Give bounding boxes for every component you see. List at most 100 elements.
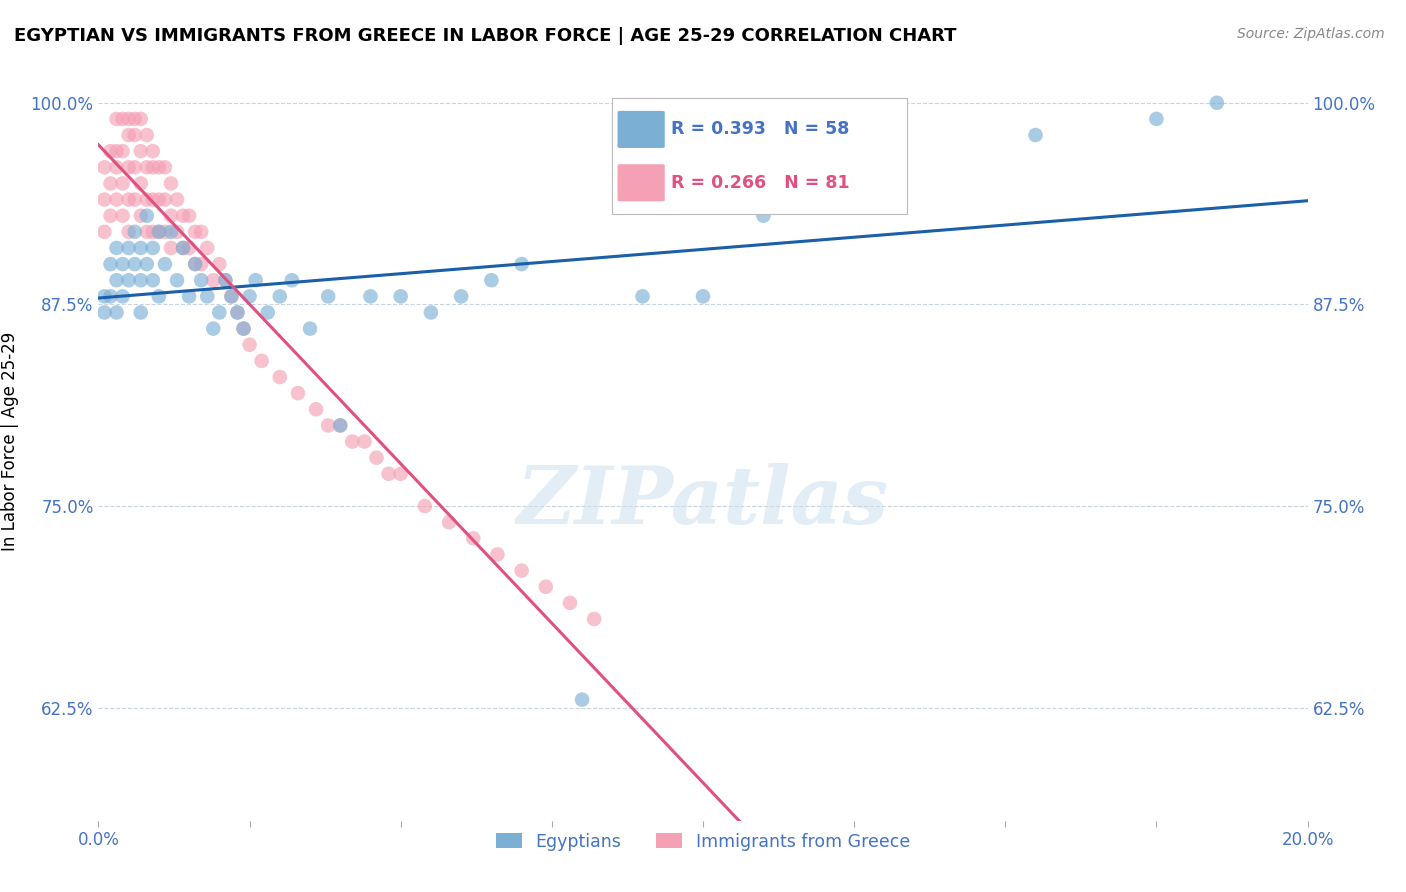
Point [329, 418, 352, 433]
Point [184, 225, 207, 239]
Point [135, 161, 157, 175]
Text: R = 0.266   N = 81: R = 0.266 N = 81 [671, 174, 849, 192]
Point [692, 289, 714, 303]
Point [118, 241, 141, 255]
Point [135, 193, 157, 207]
Point [305, 402, 328, 417]
Point [105, 273, 128, 287]
Point [100, 289, 122, 303]
Point [129, 177, 152, 191]
Point [153, 225, 176, 239]
Point [184, 257, 207, 271]
Point [269, 289, 291, 303]
Point [583, 612, 606, 626]
Point [124, 193, 146, 207]
Point [105, 193, 128, 207]
Point [195, 241, 218, 255]
Point [172, 209, 194, 223]
Point [142, 273, 165, 287]
Point [129, 305, 152, 319]
Point [510, 564, 533, 578]
Point [281, 273, 304, 287]
Point [510, 257, 533, 271]
Point [873, 193, 896, 207]
Point [100, 177, 122, 191]
Point [105, 305, 128, 319]
Point [129, 241, 152, 255]
Point [124, 257, 146, 271]
Point [105, 241, 128, 255]
Point [190, 257, 212, 271]
Point [250, 354, 273, 368]
Point [329, 418, 352, 433]
Text: Source: ZipAtlas.com: Source: ZipAtlas.com [1237, 27, 1385, 41]
FancyBboxPatch shape [617, 111, 665, 148]
Point [232, 321, 254, 335]
Point [111, 289, 134, 303]
Point [129, 144, 152, 158]
Point [118, 273, 141, 287]
Point [135, 225, 157, 239]
Point [1206, 95, 1229, 110]
Point [148, 289, 170, 303]
Point [166, 193, 188, 207]
Point [377, 467, 399, 481]
Y-axis label: In Labor Force | Age 25-29: In Labor Force | Age 25-29 [1, 332, 20, 551]
Point [239, 337, 262, 351]
Point [316, 289, 339, 303]
Point [413, 499, 436, 513]
Point [179, 241, 201, 255]
Point [148, 225, 170, 239]
Point [111, 144, 134, 158]
Point [221, 289, 243, 303]
Point [245, 273, 267, 287]
Point [202, 321, 225, 335]
Point [153, 257, 176, 271]
Point [93, 225, 115, 239]
Point [93, 161, 115, 175]
Text: ZIPatlas: ZIPatlas [517, 464, 889, 541]
Point [269, 370, 291, 384]
Point [118, 193, 141, 207]
Point [316, 418, 339, 433]
Point [105, 112, 128, 126]
Point [111, 257, 134, 271]
Point [631, 289, 654, 303]
Point [195, 289, 218, 303]
Point [208, 257, 231, 271]
Point [571, 692, 593, 706]
Point [142, 161, 165, 175]
Point [214, 273, 236, 287]
Point [166, 225, 188, 239]
Point [93, 193, 115, 207]
Point [534, 580, 557, 594]
Point [129, 273, 152, 287]
Point [160, 209, 183, 223]
Point [129, 209, 152, 223]
Point [111, 209, 134, 223]
Point [166, 273, 188, 287]
Point [486, 548, 509, 562]
Point [299, 321, 322, 335]
Point [342, 434, 364, 449]
Point [202, 273, 225, 287]
Legend: Egyptians, Immigrants from Greece: Egyptians, Immigrants from Greece [489, 826, 917, 857]
Point [179, 209, 201, 223]
Point [389, 289, 412, 303]
Point [148, 225, 170, 239]
Point [100, 144, 122, 158]
Point [135, 128, 157, 142]
Point [142, 193, 165, 207]
Point [558, 596, 581, 610]
Point [111, 112, 134, 126]
Point [118, 161, 141, 175]
Point [184, 257, 207, 271]
Point [111, 177, 134, 191]
Point [124, 225, 146, 239]
Point [124, 112, 146, 126]
Point [118, 112, 141, 126]
Text: EGYPTIAN VS IMMIGRANTS FROM GREECE IN LABOR FORCE | AGE 25-29 CORRELATION CHART: EGYPTIAN VS IMMIGRANTS FROM GREECE IN LA… [14, 27, 956, 45]
Point [100, 209, 122, 223]
FancyBboxPatch shape [617, 164, 665, 202]
Point [256, 305, 278, 319]
